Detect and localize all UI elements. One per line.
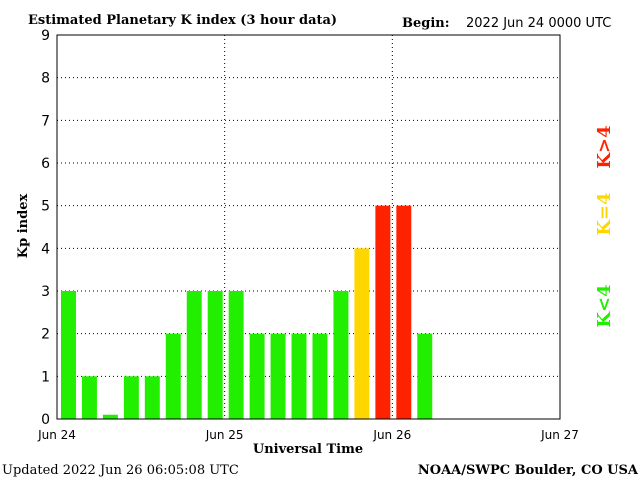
y-tick-label: 4 [41,241,50,257]
x-tick-label: Jun 27 [540,428,579,442]
kp-bar [81,376,97,419]
y-tick-label: 6 [41,156,50,172]
y-tick-label: 7 [41,113,50,129]
plot-frame [56,34,561,420]
kp-bar [228,291,244,419]
kp-bar [186,291,202,419]
bars [61,205,433,419]
kp-bar [312,333,328,419]
legend-low: K<4 [594,284,615,327]
y-tick-label: 8 [41,71,50,87]
y-axis-label: Kp index [16,194,31,259]
kp-bar [61,291,76,419]
begin-label: Begin: [402,16,450,31]
grid-lines [57,35,560,419]
kp-bar [291,333,307,419]
legend-mid: K=4 [594,192,615,235]
kp-bar [102,414,118,419]
kp-bar [249,333,265,419]
y-tick-label: 2 [41,327,50,343]
kp-bar [417,333,433,419]
kp-bar [333,291,349,419]
kp-bar [354,248,370,419]
kp-bar [396,205,412,419]
kp-bar [123,376,139,419]
y-tick-label: 5 [41,199,50,215]
y-tick-label: 9 [41,28,50,44]
y-tick-label: 0 [41,412,50,428]
x-tick-label: Jun 24 [37,428,76,442]
kp-bar [270,333,286,419]
x-axis-label: Universal Time [253,442,363,457]
x-tick-labels: Jun 24 Jun 25 Jun 26 Jun 27 [37,428,579,442]
kp-bar [165,333,181,419]
y-tick-label: 3 [41,284,50,300]
x-tick-label: Jun 26 [372,428,411,442]
updated-timestamp: Updated 2022 Jun 26 06:05:08 UTC [2,463,239,478]
kp-bar [375,205,391,419]
y-tick-label: 1 [41,369,50,385]
kp-bar [144,376,160,419]
kp-bar [207,291,223,419]
x-tick-label: Jun 25 [205,428,244,442]
begin-value: 2022 Jun 24 0000 UTC [466,16,611,31]
y-tick-labels: 0 1 2 3 4 5 6 7 8 9 [41,28,50,428]
legend-high: K>4 [594,125,615,168]
chart-title: Estimated Planetary K index (3 hour data… [28,13,337,28]
source-credit: NOAA/SWPC Boulder, CO USA [418,463,639,478]
